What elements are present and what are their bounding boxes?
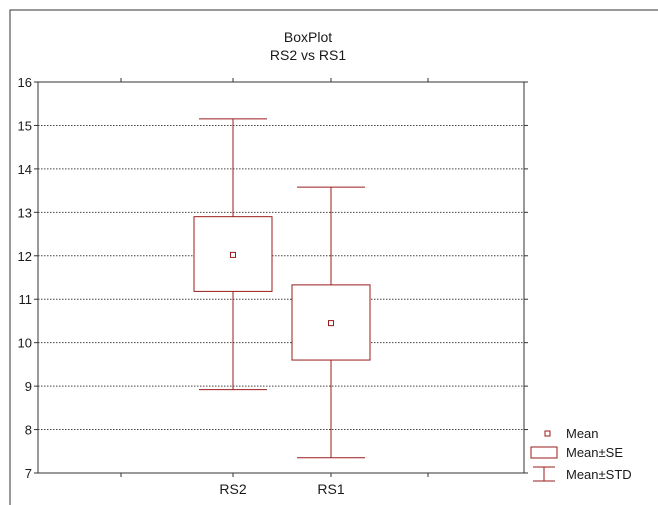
- y-tick-label-7: 7: [25, 466, 32, 481]
- y-axis-ticks: 7 8 9 10 11 12 13 14 15 16: [18, 75, 528, 481]
- gridlines: [38, 124, 524, 431]
- y-tick-label-14: 14: [18, 162, 32, 177]
- legend-label-mean: Mean: [566, 426, 599, 441]
- box-rs2: [193, 118, 273, 391]
- y-tick-label-9: 9: [25, 379, 32, 394]
- legend: Mean Mean±SE Mean±STD: [530, 426, 632, 482]
- y-tick-label-16: 16: [18, 75, 32, 90]
- y-tick-label-8: 8: [25, 423, 32, 438]
- legend-std-whisker: [533, 466, 555, 482]
- y-tick-label-12: 12: [18, 249, 32, 264]
- y-tick-label-10: 10: [18, 336, 32, 351]
- legend-label-std: Mean±STD: [566, 467, 632, 482]
- mean-marker-rs2: [230, 251, 236, 258]
- box-rs1: [291, 186, 371, 459]
- chart-title: BoxPlot: [284, 29, 332, 45]
- y-tick-label-15: 15: [18, 118, 32, 133]
- chart-subtitle: RS2 vs RS1: [270, 47, 346, 63]
- legend-mean-marker: [544, 430, 551, 437]
- plot-series: [193, 118, 371, 459]
- mean-marker-rs1: [328, 320, 334, 327]
- plot-area: [37, 81, 525, 474]
- legend-label-se: Mean±SE: [566, 445, 623, 460]
- figure-border: [9, 9, 658, 505]
- y-tick-label-13: 13: [18, 205, 32, 220]
- x-tick-label-rs1: RS1: [317, 481, 344, 497]
- x-tick-label-rs2: RS2: [219, 481, 246, 497]
- y-tick-label-11: 11: [19, 292, 33, 307]
- x-axis-ticks: RS2 RS1: [120, 78, 429, 497]
- legend-se-box: [530, 446, 558, 459]
